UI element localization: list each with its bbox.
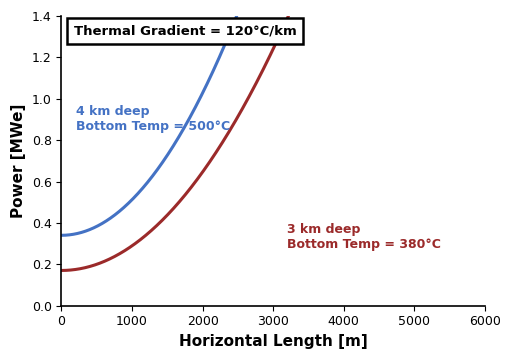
X-axis label: Horizontal Length [m]: Horizontal Length [m] <box>179 334 368 349</box>
Text: 3 km deep
Bottom Temp = 380°C: 3 km deep Bottom Temp = 380°C <box>287 223 441 251</box>
Text: Thermal Gradient = 120°C/km: Thermal Gradient = 120°C/km <box>74 25 297 38</box>
Text: 4 km deep
Bottom Temp = 500°C: 4 km deep Bottom Temp = 500°C <box>75 105 230 133</box>
Y-axis label: Power [MWe]: Power [MWe] <box>11 104 26 218</box>
